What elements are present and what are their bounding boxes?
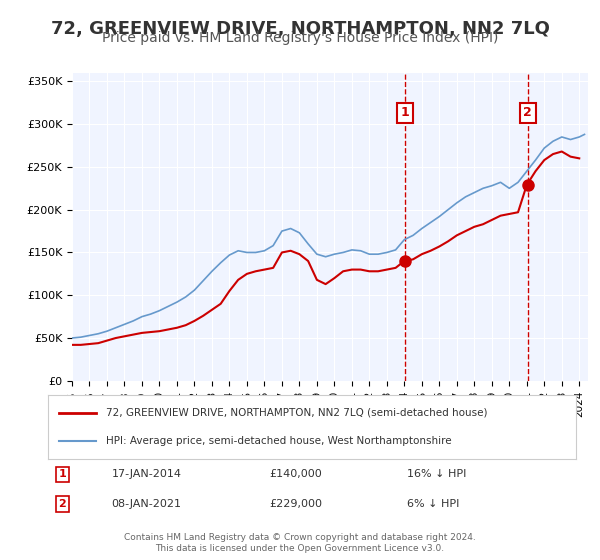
Text: 72, GREENVIEW DRIVE, NORTHAMPTON, NN2 7LQ (semi-detached house): 72, GREENVIEW DRIVE, NORTHAMPTON, NN2 7L… [106,408,488,418]
Text: 2: 2 [59,499,67,509]
Text: 2: 2 [523,106,532,119]
Text: 16% ↓ HPI: 16% ↓ HPI [407,469,466,479]
Text: This data is licensed under the Open Government Licence v3.0.: This data is licensed under the Open Gov… [155,544,445,553]
Text: Price paid vs. HM Land Registry's House Price Index (HPI): Price paid vs. HM Land Registry's House … [102,31,498,45]
Text: 72, GREENVIEW DRIVE, NORTHAMPTON, NN2 7LQ: 72, GREENVIEW DRIVE, NORTHAMPTON, NN2 7L… [50,20,550,38]
Text: 1: 1 [59,469,67,479]
Text: 17-JAN-2014: 17-JAN-2014 [112,469,181,479]
Text: Contains HM Land Registry data © Crown copyright and database right 2024.: Contains HM Land Registry data © Crown c… [124,533,476,542]
Text: 08-JAN-2021: 08-JAN-2021 [112,499,181,509]
Text: £140,000: £140,000 [270,469,323,479]
Text: HPI: Average price, semi-detached house, West Northamptonshire: HPI: Average price, semi-detached house,… [106,436,452,446]
Text: 6% ↓ HPI: 6% ↓ HPI [407,499,460,509]
Text: 1: 1 [401,106,410,119]
Text: £229,000: £229,000 [270,499,323,509]
